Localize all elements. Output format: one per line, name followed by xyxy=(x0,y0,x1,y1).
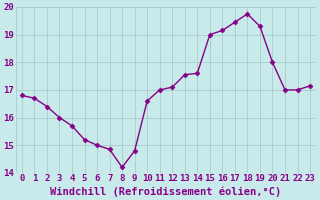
X-axis label: Windchill (Refroidissement éolien,°C): Windchill (Refroidissement éolien,°C) xyxy=(50,186,282,197)
